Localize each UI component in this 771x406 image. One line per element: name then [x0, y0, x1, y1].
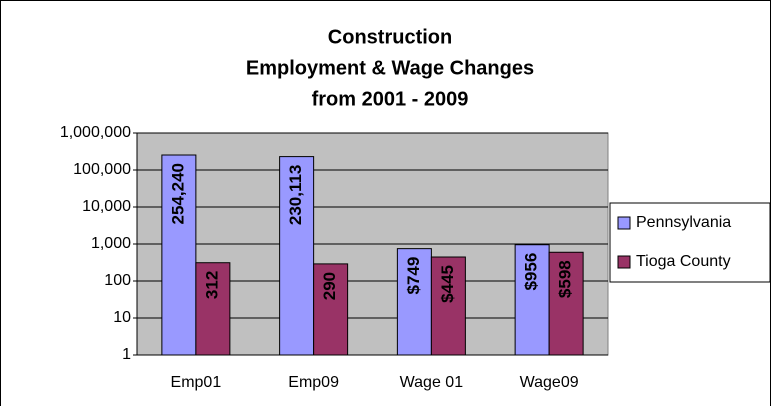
- y-tick-label: 10: [113, 309, 131, 326]
- x-tick-label: Wage 01: [400, 374, 464, 391]
- bar: [195, 262, 231, 356]
- y-tick-label: 1,000: [91, 235, 131, 252]
- bar: [396, 248, 432, 356]
- chart-title: Employment & Wage Changes: [246, 57, 534, 79]
- data-label: $445: [438, 265, 457, 303]
- bar: [279, 156, 315, 356]
- data-label: $749: [404, 257, 423, 295]
- legend-label: Tioga County: [636, 253, 731, 270]
- chart-title: Construction: [328, 26, 452, 48]
- legend-swatch: [617, 216, 631, 230]
- x-tick-label: Wage09: [520, 374, 579, 391]
- bar: [161, 154, 197, 356]
- bar: [313, 263, 349, 356]
- legend-swatch: [617, 255, 631, 269]
- data-label: $598: [556, 260, 575, 298]
- chart-title: from 2001 - 2009: [312, 88, 469, 110]
- y-tick-label: 10,000: [82, 198, 131, 215]
- bar: [548, 251, 584, 356]
- data-label: 254,240: [168, 163, 187, 224]
- bar: [514, 244, 550, 356]
- legend-label: Pennsylvania: [636, 214, 731, 231]
- y-tick-label: 1,000,000: [60, 124, 131, 141]
- y-tick-label: 1: [122, 346, 131, 363]
- data-label: 312: [202, 271, 221, 299]
- data-label: 230,113: [286, 165, 305, 226]
- y-tick-label: 100: [104, 272, 131, 289]
- x-tick-label: Emp09: [288, 374, 339, 391]
- y-tick-label: 100,000: [73, 161, 131, 178]
- legend-box: [609, 202, 771, 283]
- data-label: 290: [320, 272, 339, 300]
- x-tick-label: Emp01: [171, 374, 222, 391]
- data-label: $956: [522, 253, 541, 291]
- bar: [430, 256, 466, 356]
